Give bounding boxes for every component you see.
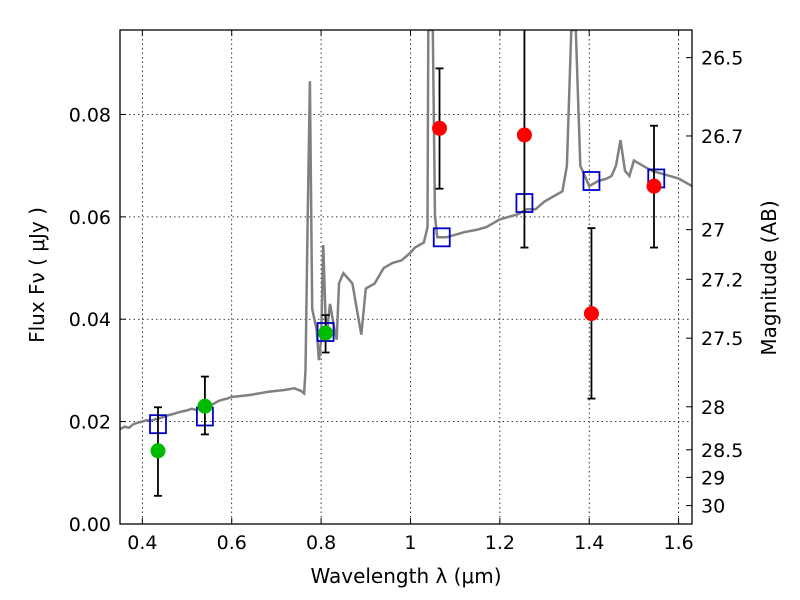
x-tick-label: 1.6: [663, 532, 693, 554]
right-tick-label: 28.5: [701, 440, 743, 462]
red-data-point: [516, 127, 532, 143]
x-tick-label: 1.4: [574, 532, 604, 554]
x-tick-label: 1: [404, 532, 416, 554]
green-data-point: [197, 398, 213, 414]
right-tick-label: 30: [701, 496, 725, 518]
right-tick-label: 28: [701, 397, 725, 419]
right-tick-label: 26.5: [701, 48, 743, 70]
x-tick-label: 0.8: [306, 532, 336, 554]
green-data-point: [318, 325, 334, 341]
right-tick-label: 29: [701, 467, 725, 489]
right-tick-label: 26.7: [701, 126, 743, 148]
green-data-point: [150, 443, 166, 459]
plot-frame-group: [120, 30, 692, 524]
red-data-point: [646, 178, 662, 194]
x-tick-label: 0.6: [217, 532, 247, 554]
spectrum-line: [120, 30, 692, 431]
plot-background: [120, 30, 692, 524]
model-flux-square: [582, 171, 601, 191]
y-tick-label: 0.08: [69, 104, 111, 126]
red-data-point: [432, 120, 448, 136]
right-tick-label: 27: [701, 220, 725, 242]
red-data-point: [583, 306, 599, 322]
right-tick-label: 27.2: [701, 269, 743, 291]
y-tick-label: 0.00: [69, 514, 111, 536]
y-axis-right-label: Magnitude (AB): [757, 200, 781, 355]
plot-frame: [119, 29, 693, 525]
y-tick-label: 0.06: [69, 207, 111, 229]
right-tick-label: 27.5: [701, 328, 743, 350]
x-tick-label: 0.4: [127, 532, 157, 554]
x-tick-label: 1.2: [485, 532, 515, 554]
y-tick-label: 0.04: [69, 309, 111, 331]
y-tick-label: 0.02: [69, 412, 111, 434]
x-axis-label: Wavelength λ (μm): [310, 564, 501, 588]
series-layer: [120, 30, 692, 497]
model-flux-square: [432, 227, 451, 248]
axis-ticks: 0.4 0.6 0.8 1 1.2 1.4 1.6 0.00 0.02 0.04 0.06 0.08 2…: [69, 30, 743, 554]
y-axis-label: Flux Fν ( μJy ): [25, 207, 49, 343]
